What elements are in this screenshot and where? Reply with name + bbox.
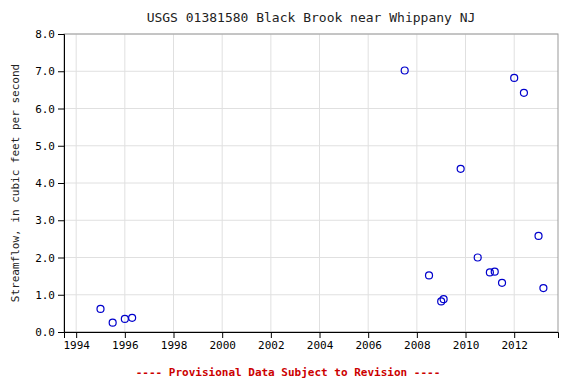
y-tick-mark: [58, 295, 64, 296]
x-tick-mark: [514, 332, 515, 338]
y-tick: 7.0: [35, 65, 64, 78]
x-tick-label: 2000: [209, 339, 236, 352]
y-tick: 5.0: [35, 140, 64, 153]
x-tick: 2004: [307, 332, 334, 352]
point: [491, 268, 498, 275]
y-tick: 0.0: [35, 326, 64, 339]
x-tick-label: 2002: [258, 339, 285, 352]
y-tick-mark: [58, 220, 64, 221]
x-tick: 1996: [112, 332, 139, 352]
x-tick: 2008: [404, 332, 431, 352]
grid-line-y: [64, 294, 558, 295]
grid-line-y: [64, 183, 558, 184]
grid-line-y: [64, 220, 558, 221]
y-axis-line: [58, 35, 65, 333]
y-tick-mark: [58, 183, 64, 184]
x-tick-mark: [368, 332, 369, 338]
x-tick-mark: [320, 332, 321, 338]
y-tick-label: 4.0: [35, 177, 55, 190]
y-tick: 6.0: [35, 103, 64, 116]
x-tick-label: 2004: [307, 339, 334, 352]
point: [440, 296, 447, 303]
y-tick-mark: [58, 71, 64, 72]
y-tick-label: 3.0: [35, 214, 55, 227]
y-tick-mark: [58, 109, 64, 110]
footnote: ---- Provisional Data Subject to Revisio…: [136, 366, 441, 379]
point: [520, 89, 527, 96]
point: [457, 165, 464, 172]
x-tick: 2000: [209, 332, 236, 352]
x-tick: 1994: [63, 332, 90, 352]
grid-line-y: [64, 145, 558, 146]
x-tick-label: 2006: [355, 339, 382, 352]
point: [474, 254, 481, 261]
point: [499, 279, 506, 286]
x-tick: 2012: [501, 332, 527, 352]
title: USGS 01381580 Black Brook near Whippany …: [147, 10, 476, 25]
plot-frame: [64, 34, 558, 332]
point: [426, 272, 433, 279]
chart: 1994 1996 1998 2000 2002 2004 2006 2008 2010 2012…: [0, 0, 576, 384]
x-tick-mark: [222, 332, 223, 338]
x-tick-label: 2010: [453, 339, 480, 352]
x-tick-label: 1994: [63, 339, 90, 352]
grid-line-y: [64, 71, 558, 72]
x-axis: 1994 1996 1998 2000 2002 2004 2006 2008 2010 2012: [63, 332, 558, 352]
x-tick-label: 2012: [501, 339, 527, 352]
y-tick: 8.0: [35, 28, 64, 41]
point: [401, 67, 408, 74]
x-tick: 1998: [161, 332, 188, 352]
x-tick-mark: [417, 332, 418, 338]
x-tick: 2002: [258, 332, 285, 352]
point: [109, 319, 116, 326]
x-tick-label: 2008: [404, 339, 431, 352]
y-tick-label: 0.0: [35, 326, 55, 339]
y-tick: 1.0: [35, 289, 64, 302]
point: [129, 314, 136, 321]
y-tick-label: 2.0: [35, 252, 55, 265]
y-tick-mark: [58, 146, 64, 147]
y-tick-mark: [58, 34, 64, 35]
points: [97, 67, 547, 326]
y-tick-label: 5.0: [35, 140, 55, 153]
point: [97, 305, 104, 312]
x-tick: 2006: [355, 332, 382, 352]
y-tick-mark: [58, 258, 64, 259]
grid-line-y: [64, 257, 558, 258]
x-tick-mark: [466, 332, 467, 338]
y-tick-label: 6.0: [35, 103, 55, 116]
point: [540, 285, 547, 292]
y-tick: 2.0: [35, 252, 64, 265]
grid-line-y: [64, 108, 558, 109]
y-tick-label: 8.0: [35, 28, 55, 41]
y-tick: 4.0: [35, 177, 64, 190]
x-tick-mark: [125, 332, 126, 338]
point: [511, 74, 518, 81]
y-tick-label: 1.0: [35, 289, 55, 302]
x-axis-line: [65, 333, 559, 339]
plot-area: 1994 1996 1998 2000 2002 2004 2006 2008 2010 2012…: [35, 28, 558, 352]
y-tick-mark: [58, 332, 64, 333]
x-tick: 2010: [453, 332, 480, 352]
x-tick-mark: [271, 332, 272, 338]
grid: [64, 34, 558, 332]
y-tick-label: 7.0: [35, 65, 55, 78]
x-tick-mark: [76, 332, 77, 338]
point: [535, 232, 542, 239]
y-axis: 0.0 1.0 2.0 3.0 4.0 5.0 6.0 7.0 8.0: [35, 28, 64, 339]
y-tick: 3.0: [35, 214, 64, 227]
x-tick-mark: [174, 332, 175, 338]
y-axis-label: Streamflow, in cubic feet per second: [9, 64, 22, 302]
x-tick-label: 1998: [161, 339, 188, 352]
point: [121, 315, 128, 322]
x-tick-label: 1996: [112, 339, 139, 352]
